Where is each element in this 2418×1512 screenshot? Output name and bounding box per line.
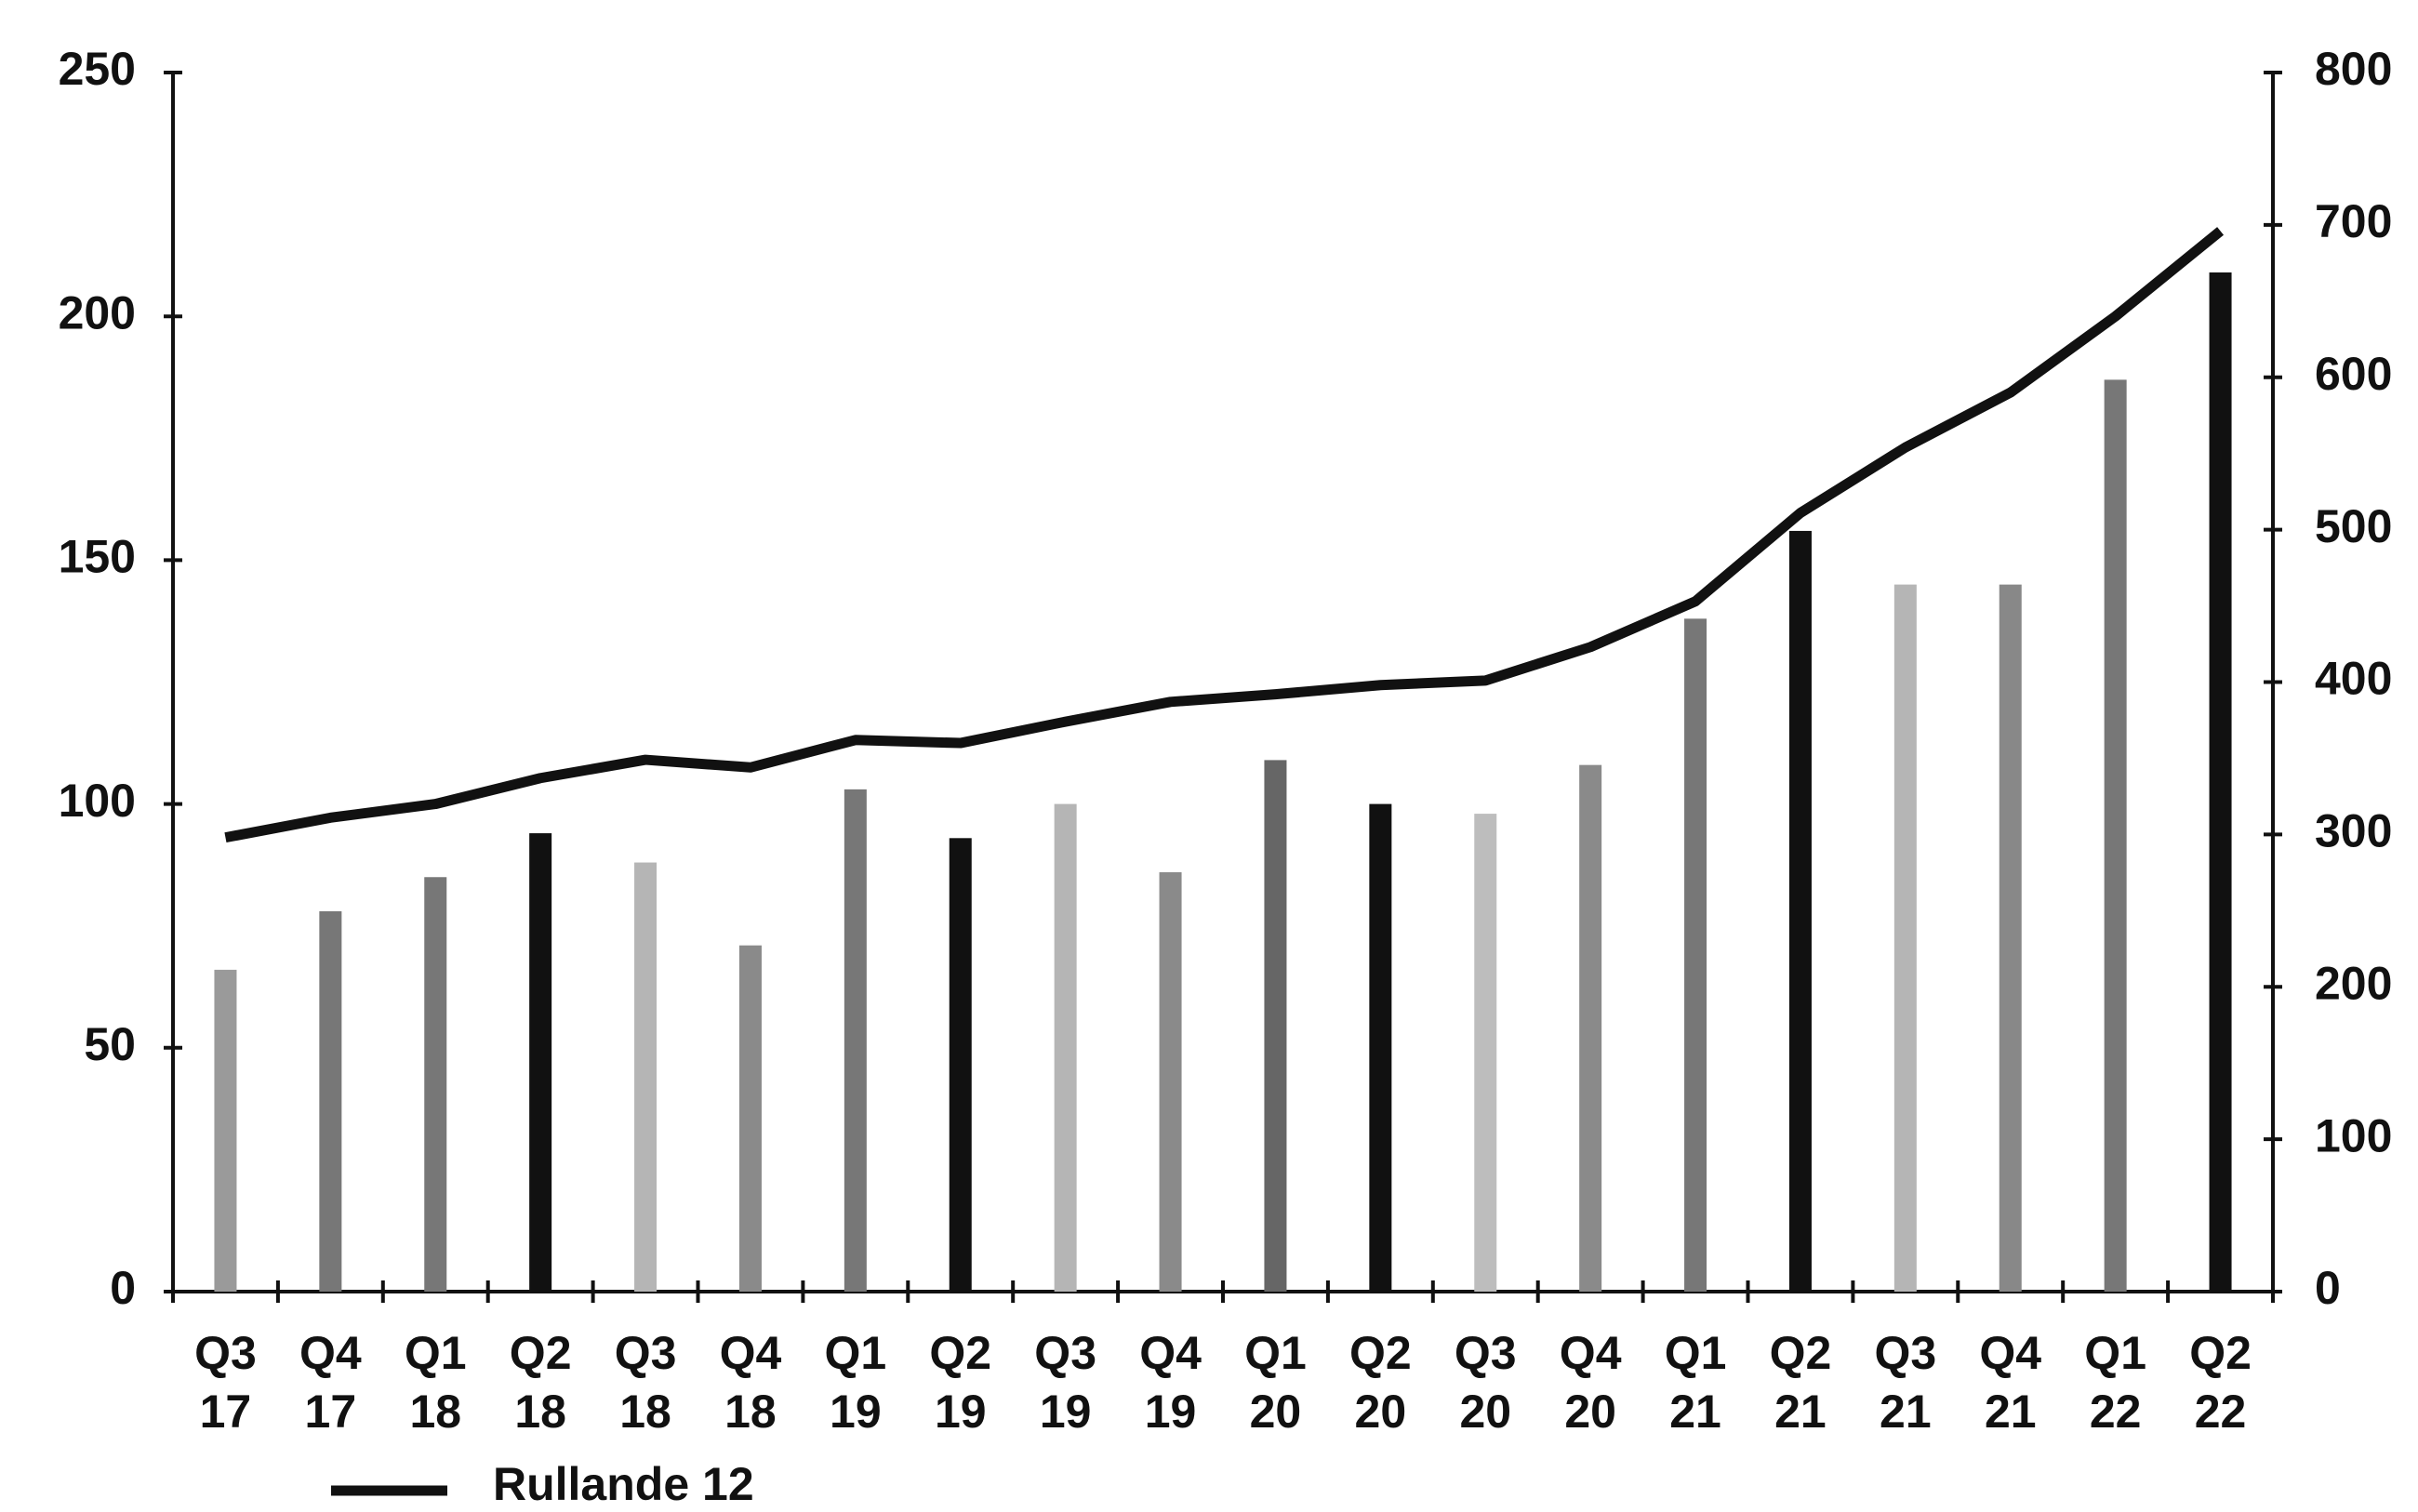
- x-tick-label: 18: [724, 1386, 777, 1438]
- bar: [1684, 618, 1707, 1292]
- x-tick-label: 19: [1145, 1386, 1197, 1438]
- bar: [2209, 272, 2232, 1292]
- bar: [1159, 872, 1182, 1292]
- x-tick-label: 21: [1774, 1386, 1827, 1438]
- x-tick-label: 19: [1040, 1386, 1092, 1438]
- y2-tick-label: 200: [2315, 957, 2392, 1009]
- y2-tick-label: 0: [2315, 1262, 2341, 1314]
- y-tick-label: 250: [59, 43, 136, 95]
- x-tick-label: 17: [305, 1386, 357, 1438]
- bar: [844, 789, 867, 1292]
- x-tick-label: Q4: [299, 1327, 362, 1379]
- line: [224, 227, 2225, 843]
- x-tick-label: Q2: [1770, 1327, 1832, 1379]
- x-tick-label: 21: [1985, 1386, 2037, 1438]
- bar: [634, 862, 658, 1292]
- y2-tick-label: 500: [2315, 500, 2392, 552]
- bar: [1369, 803, 1392, 1292]
- bar: [1893, 584, 1917, 1292]
- x-tick-label: Q1: [1244, 1327, 1307, 1379]
- x-tick-label: Q1: [405, 1327, 467, 1379]
- x-tick-label: Q1: [2084, 1327, 2146, 1379]
- x-tick-label: Q1: [824, 1327, 886, 1379]
- y2-tick-label: 400: [2315, 653, 2392, 705]
- x-tick-label: 19: [935, 1386, 987, 1438]
- x-tick-label: 17: [200, 1386, 252, 1438]
- x-tick-label: Q2: [2189, 1327, 2252, 1379]
- x-tick-label: 19: [830, 1386, 882, 1438]
- x-tick-label: 21: [1880, 1386, 1932, 1438]
- bar: [1264, 760, 1287, 1292]
- x-tick-label: Q3: [1455, 1327, 1517, 1379]
- x-tick-label: Q4: [1979, 1327, 2041, 1379]
- x-tick-label: Q4: [1560, 1327, 1622, 1379]
- bar: [214, 969, 237, 1292]
- bar: [2104, 379, 2127, 1292]
- x-tick-label: 20: [1564, 1386, 1616, 1438]
- x-tick-label: Q3: [1874, 1327, 1936, 1379]
- x-tick-label: 18: [409, 1386, 461, 1438]
- y2-tick-label: 100: [2315, 1109, 2392, 1161]
- x-tick-label: Q2: [1349, 1327, 1412, 1379]
- y-tick-label: 50: [84, 1018, 136, 1070]
- x-tick-label: Q3: [1034, 1327, 1096, 1379]
- y-tick-label: 200: [59, 286, 136, 338]
- y-tick-label: 150: [59, 531, 136, 583]
- y-tick-label: 0: [110, 1262, 136, 1314]
- x-tick-label: Q1: [1665, 1327, 1727, 1379]
- legend-label: Rullande 12: [493, 1458, 754, 1510]
- x-tick-label: Q3: [194, 1327, 257, 1379]
- bar: [1054, 803, 1077, 1292]
- bar: [529, 833, 552, 1292]
- y2-tick-label: 800: [2315, 43, 2392, 95]
- bar: [949, 838, 972, 1292]
- x-tick-label: 22: [2195, 1386, 2247, 1438]
- bar: [1579, 764, 1602, 1292]
- bar: [1788, 530, 1812, 1292]
- x-tick-label: Q4: [720, 1327, 782, 1379]
- x-tick-label: Q2: [929, 1327, 991, 1379]
- y2-tick-label: 300: [2315, 805, 2392, 857]
- y2-tick-label: 600: [2315, 348, 2392, 400]
- bar: [738, 945, 762, 1292]
- y2-tick-label: 700: [2315, 195, 2392, 247]
- bar: [1474, 814, 1497, 1292]
- x-tick-label: Q3: [615, 1327, 677, 1379]
- x-tick-label: 20: [1459, 1386, 1511, 1438]
- x-tick-label: 21: [1669, 1386, 1721, 1438]
- x-tick-label: Q2: [510, 1327, 572, 1379]
- x-tick-label: Q4: [1139, 1327, 1202, 1379]
- x-tick-label: 22: [2090, 1386, 2142, 1438]
- x-tick-label: 20: [1355, 1386, 1407, 1438]
- x-tick-label: 18: [619, 1386, 671, 1438]
- bar: [319, 910, 342, 1292]
- x-tick-label: 18: [514, 1386, 566, 1438]
- bar: [424, 877, 447, 1292]
- x-tick-label: 20: [1250, 1386, 1302, 1438]
- bar: [1999, 584, 2022, 1292]
- y-tick-label: 100: [59, 775, 136, 827]
